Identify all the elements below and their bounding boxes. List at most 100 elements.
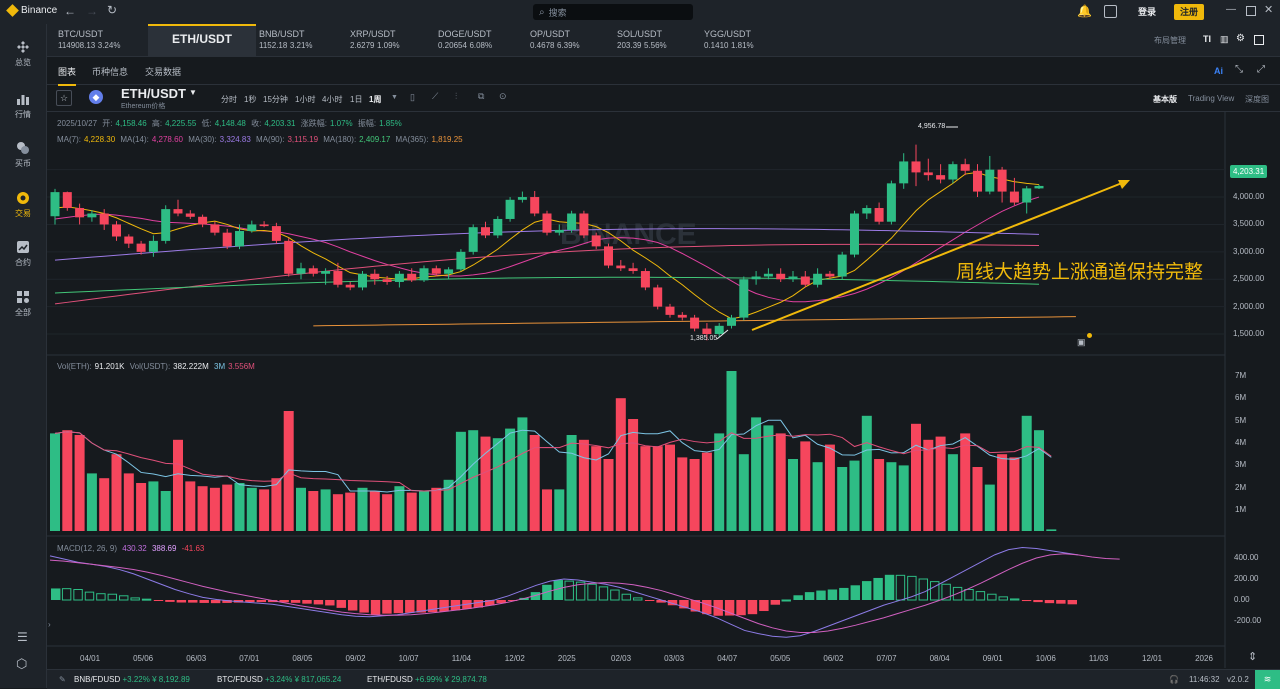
macd-hist-bar (496, 600, 506, 604)
pair-title[interactable]: ETH/USDT (121, 86, 186, 101)
price-axis-label: 2,500.00 (1233, 274, 1265, 284)
sidebar-item-buy[interactable]: 买币 (0, 141, 46, 169)
close-icon[interactable]: ✕ (1264, 4, 1274, 16)
candle (185, 213, 195, 217)
settings-hex-icon[interactable]: ⬡ (16, 656, 28, 671)
current-price-tag: 4,203.31 (1230, 165, 1268, 178)
screenshot-icon[interactable]: ▣ (1077, 337, 1086, 347)
time-axis-label: 12/01 (1142, 654, 1163, 663)
sidebar-item-overview[interactable]: 总览 (0, 40, 46, 68)
candle (628, 268, 638, 272)
candle (923, 172, 933, 176)
sidebar-item-all[interactable]: 全部 (0, 290, 46, 318)
layout-manage-button[interactable]: 布局管理 (1154, 36, 1186, 45)
macd-axis-label: 400.00 (1234, 553, 1259, 562)
candle (1009, 191, 1019, 203)
tf-1w[interactable]: 1周 (369, 95, 382, 104)
candle (124, 236, 134, 244)
reset-scale-icon[interactable]: ⇕ (1248, 651, 1258, 663)
macd-hist-bar (827, 589, 838, 600)
volume-bar (369, 491, 380, 531)
ti-button[interactable]: TI (1203, 34, 1211, 44)
ticker-xrp[interactable]: XRP/USDT 2.6279 1.09% (350, 29, 400, 50)
fullscreen-icon[interactable]: ⤢ (1257, 64, 1265, 75)
headset-icon[interactable]: 🎧 (1169, 675, 1179, 684)
sidebar-item-futures[interactable]: 合约 (0, 240, 46, 268)
macd-hist-bar (690, 600, 701, 612)
volume-bar (923, 439, 934, 531)
ticker-btc[interactable]: BTC/USDT 114908.13 3.24% (58, 29, 121, 50)
draw-tool-icon[interactable]: ⤡ (1235, 64, 1243, 75)
price-axis-label: 3,500.00 (1233, 219, 1265, 229)
layout-icon[interactable]: ▥ (1220, 34, 1229, 44)
ticker-ygg[interactable]: YGG/USDT 0.1410 1.81% (704, 29, 754, 50)
volume-bar (738, 454, 749, 531)
footer-item-eth[interactable]: ETH/FDUSD +6.99% ¥ 29,874.78 (367, 675, 487, 684)
volume-bar (1009, 457, 1020, 531)
volume-bar (874, 459, 885, 531)
expand-panel-icon[interactable]: › (48, 620, 51, 629)
macd-hist-bar (347, 600, 358, 611)
ticker-bnb[interactable]: BNB/USDT 1152.18 3.21% (259, 29, 313, 50)
tf-1d[interactable]: 1日 (350, 95, 363, 104)
macd-hist-bar (279, 600, 289, 603)
macd-hist-bar (450, 600, 461, 611)
macd-hist-bar (679, 600, 689, 609)
more-timeframes-icon[interactable]: ▼ (391, 94, 398, 101)
ticker-doge[interactable]: DOGE/USDT 0.20654 6.08% (438, 29, 493, 50)
footer-item-btc[interactable]: BTC/FDUSD +3.24% ¥ 817,065.24 (217, 675, 342, 684)
view-basic[interactable]: 基本版 (1153, 95, 1177, 104)
candle (714, 325, 724, 335)
login-button[interactable]: 登录 (1138, 7, 1157, 17)
candle (567, 213, 577, 230)
tf-4h[interactable]: 4小时 (322, 95, 343, 104)
sidebar-item-markets[interactable]: 行情 (0, 92, 46, 120)
tf-line[interactable]: 分时 (221, 95, 237, 104)
forward-icon[interactable]: → (86, 4, 98, 18)
back-icon[interactable]: ← (64, 4, 76, 18)
ticker-eth[interactable]: ETH/USDT (148, 24, 256, 56)
maximize-icon[interactable] (1246, 6, 1256, 16)
register-button[interactable]: 注册 (1174, 4, 1204, 20)
image-icon[interactable]: ⧉ (478, 91, 485, 101)
footer-item-bnb[interactable]: BNB/FDUSD +3.22% ¥ 8,192.89 (74, 675, 190, 684)
view-tradingview[interactable]: Trading View (1188, 94, 1235, 103)
bell-icon[interactable]: 🔔 (1077, 4, 1092, 18)
macd-hist-bar (587, 583, 597, 601)
time-axis-label: 08/04 (929, 654, 950, 663)
macd-hist-bar (473, 600, 484, 608)
ai-icon[interactable]: Ai (1214, 66, 1223, 76)
candle-type-icon[interactable]: ▯ (410, 92, 415, 102)
tab-chart[interactable]: 图表 (58, 67, 77, 86)
download-icon[interactable] (1104, 5, 1117, 18)
tab-coin-info[interactable]: 币种信息 (92, 67, 129, 77)
search-input[interactable]: ⌕ 搜索 (533, 4, 693, 20)
refresh-icon[interactable]: ↻ (107, 3, 118, 17)
favorite-star-icon[interactable]: ☆ (56, 90, 72, 106)
view-depth[interactable]: 深度图 (1245, 95, 1269, 104)
minimize-icon[interactable]: — (1226, 4, 1236, 15)
compare-icon[interactable]: ⫶ (455, 91, 458, 101)
chart-toolbar: ☆ ◆ ETH/USDT ▼ Ethereum价格 分时 1秒 15分钟 1小时… (47, 85, 1280, 112)
volume-bar (824, 444, 835, 531)
tf-1h[interactable]: 1小时 (295, 95, 316, 104)
settings-icon[interactable]: ⊙ (499, 91, 507, 101)
candle (259, 224, 269, 227)
ticker-sol[interactable]: SOL/USDT 203.39 5.56% (617, 29, 667, 50)
candle (493, 218, 503, 236)
tab-trade-data[interactable]: 交易数据 (145, 67, 182, 77)
candle (1034, 185, 1044, 189)
candle (87, 213, 97, 218)
indicator-icon[interactable]: ⟋ (432, 91, 439, 101)
window-icon[interactable] (1254, 35, 1264, 45)
collapse-sidebar-icon[interactable]: ☰ (17, 630, 28, 644)
time-axis-label: 10/06 (1035, 654, 1056, 663)
sidebar-item-trade[interactable]: 交易 (0, 191, 46, 219)
ticker-op[interactable]: OP/USDT 0.4678 6.39% (530, 29, 580, 50)
tf-15m[interactable]: 15分钟 (263, 95, 288, 104)
volume-bar (837, 467, 848, 531)
tf-1s[interactable]: 1秒 (244, 95, 257, 104)
pair-dropdown-icon[interactable]: ▼ (189, 88, 197, 97)
gear-icon[interactable]: ⚙ (1236, 33, 1245, 44)
